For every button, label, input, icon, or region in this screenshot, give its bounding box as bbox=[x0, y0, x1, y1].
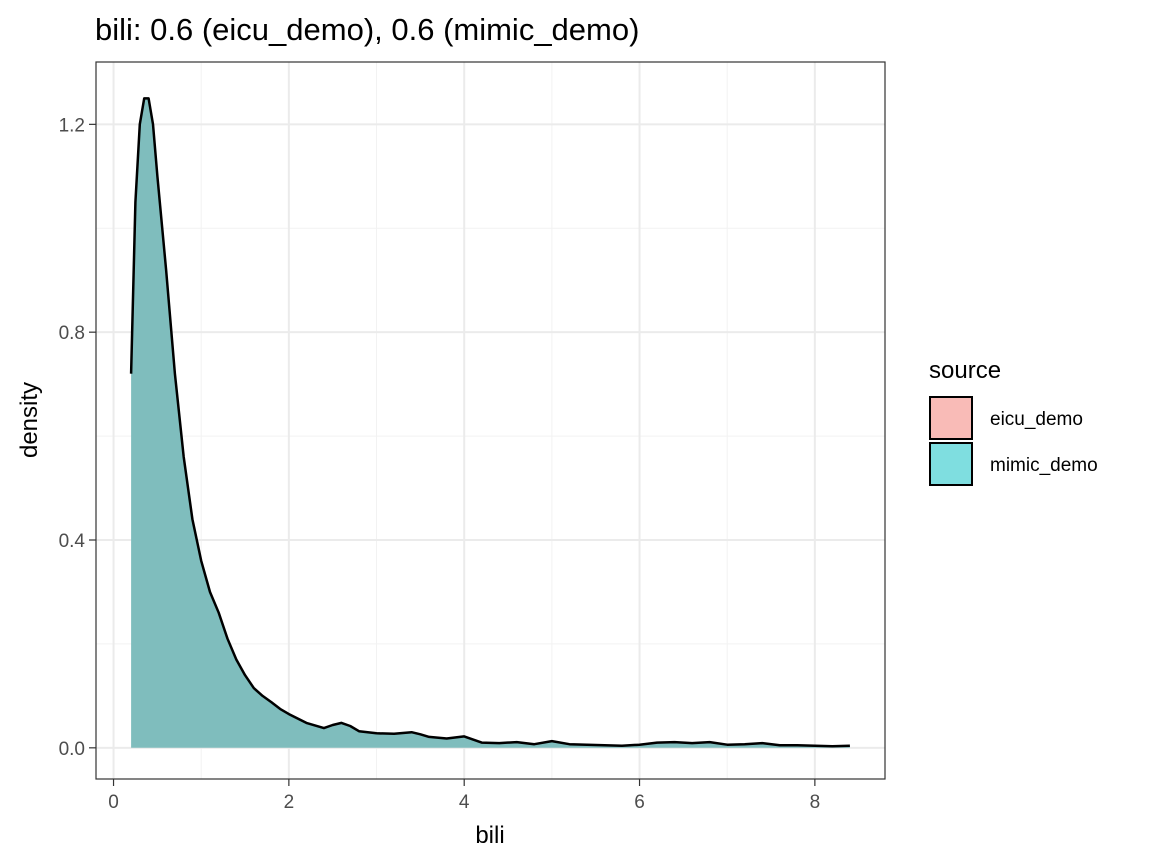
x-tick-label: 4 bbox=[459, 792, 470, 813]
y-tick-label: 1.2 bbox=[59, 115, 85, 136]
density-area-mimic_demo bbox=[131, 98, 850, 748]
legend-key-eicu_demo bbox=[929, 396, 973, 440]
grid-lines bbox=[96, 62, 885, 779]
x-tick-label: 8 bbox=[810, 792, 821, 813]
density-line-mimic_demo bbox=[129, 97, 850, 748]
y-tick-label: 0.4 bbox=[59, 531, 86, 552]
y-tick-label: 0.8 bbox=[59, 323, 85, 344]
legend-label-mimic_demo: mimic_demo bbox=[990, 455, 1098, 476]
legend-label-eicu_demo: eicu_demo bbox=[990, 409, 1083, 430]
legend-title: source bbox=[929, 357, 1001, 384]
x-axis-title: bili bbox=[475, 822, 504, 849]
x-tick-label: 0 bbox=[108, 792, 119, 813]
x-tick-label: 6 bbox=[634, 792, 645, 813]
y-tick-label: 0.0 bbox=[59, 739, 85, 760]
chart-title: bili: 0.6 (eicu_demo), 0.6 (mimic_demo) bbox=[95, 12, 639, 47]
plot-border bbox=[95, 61, 886, 780]
axes: 0 2 4 6 8 0.0 0.4 0.8 1.2 bbox=[59, 115, 821, 813]
x-tick-label: 2 bbox=[284, 792, 295, 813]
legend: source eicu_demo mimic_demo bbox=[929, 357, 1098, 486]
density-areas bbox=[129, 97, 850, 748]
y-axis-title: density bbox=[16, 382, 43, 458]
legend-key-mimic_demo bbox=[929, 442, 973, 486]
